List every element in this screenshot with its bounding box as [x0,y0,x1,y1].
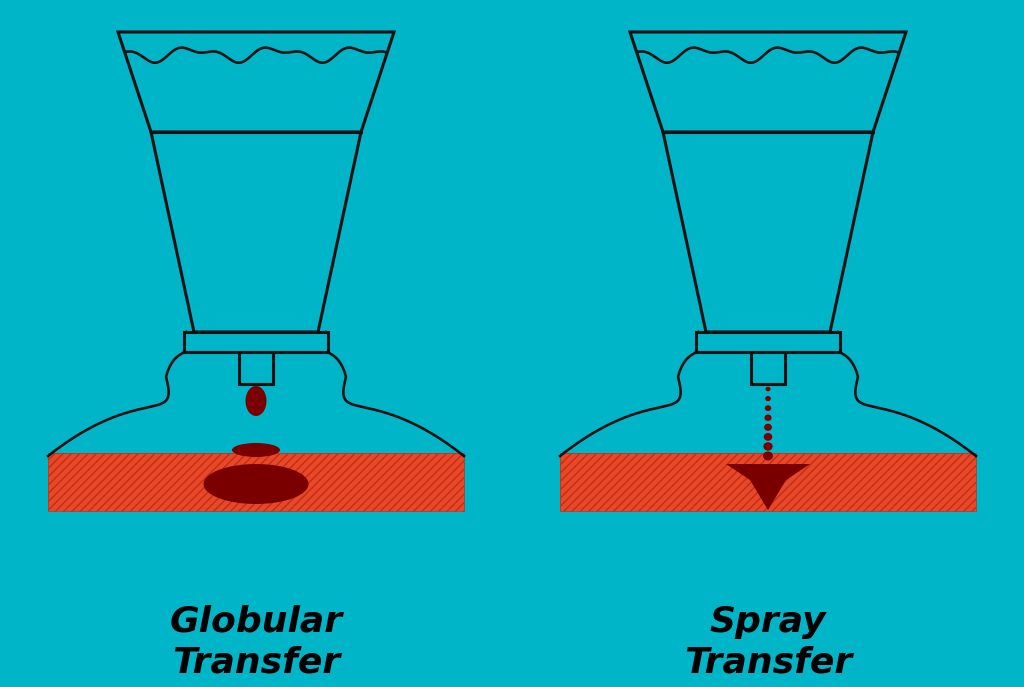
Bar [560,453,976,511]
Text: Globular
Transfer: Globular Transfer [169,605,343,679]
Bar [239,352,273,384]
Polygon shape [151,132,361,332]
Ellipse shape [765,405,771,411]
Bar [184,332,328,352]
Polygon shape [663,132,873,332]
Polygon shape [118,32,394,132]
Bar [696,332,840,352]
Bar [560,453,976,511]
Ellipse shape [204,464,308,504]
Text: Spray
Transfer: Spray Transfer [684,605,852,679]
Bar [751,352,785,384]
Ellipse shape [764,424,772,431]
Ellipse shape [763,451,773,460]
Ellipse shape [232,443,280,457]
Polygon shape [630,32,906,132]
Ellipse shape [766,387,770,392]
Ellipse shape [764,433,772,441]
Ellipse shape [246,386,266,416]
Bar [48,453,464,511]
Bar [48,453,464,511]
Polygon shape [726,464,810,510]
Ellipse shape [765,396,771,401]
Ellipse shape [763,442,773,451]
Ellipse shape [765,414,771,421]
